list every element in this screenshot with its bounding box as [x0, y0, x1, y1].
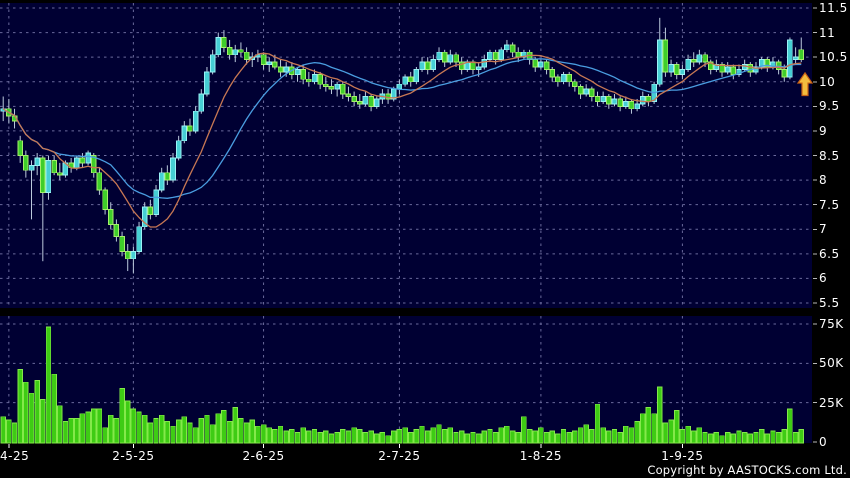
volume-axis-label: 50K [819, 356, 844, 371]
date-label: 4-25 [0, 449, 30, 463]
date-label: 2-6-25 [242, 449, 285, 463]
signal-up-arrow-icon [796, 71, 814, 97]
price-axis-label: 10 [819, 74, 836, 89]
ma-slow-line [2, 58, 802, 199]
price-axis-label: 7.5 [819, 197, 840, 212]
volume-axis-label: 25K [819, 395, 844, 410]
date-label: 2-5-25 [112, 449, 155, 463]
price-pane[interactable] [0, 3, 812, 308]
price-axis-label: 10.5 [819, 50, 848, 65]
copyright-text: Copyright by AASTOCKS.com Ltd. [647, 463, 847, 477]
volume-bars [0, 326, 804, 444]
axis-ticks [813, 7, 817, 443]
date-label: 2-7-25 [378, 449, 421, 463]
price-axis-label: 5.5 [819, 296, 840, 310]
price-axis-label: 8 [819, 173, 828, 188]
price-axis-label: 9 [819, 123, 828, 138]
volume-pane[interactable] [0, 316, 812, 443]
price-axis-label: 6.5 [819, 246, 840, 261]
volume-axis-label: 75K [819, 317, 844, 331]
date-label: 1-9-25 [661, 449, 704, 463]
price-axis-label: 7 [819, 222, 828, 237]
date-label: 1-8-25 [519, 449, 562, 463]
price-axis-label: 11.5 [819, 1, 848, 15]
ma-fast-line [2, 52, 802, 228]
price-axis-label: 11 [819, 25, 836, 40]
date-ticks [8, 444, 683, 448]
volume-axis-label: 0 [819, 435, 828, 449]
price-axis-label: 9.5 [819, 99, 840, 114]
price-axis-label: 6 [819, 271, 828, 286]
price-axis-label: 8.5 [819, 148, 840, 163]
